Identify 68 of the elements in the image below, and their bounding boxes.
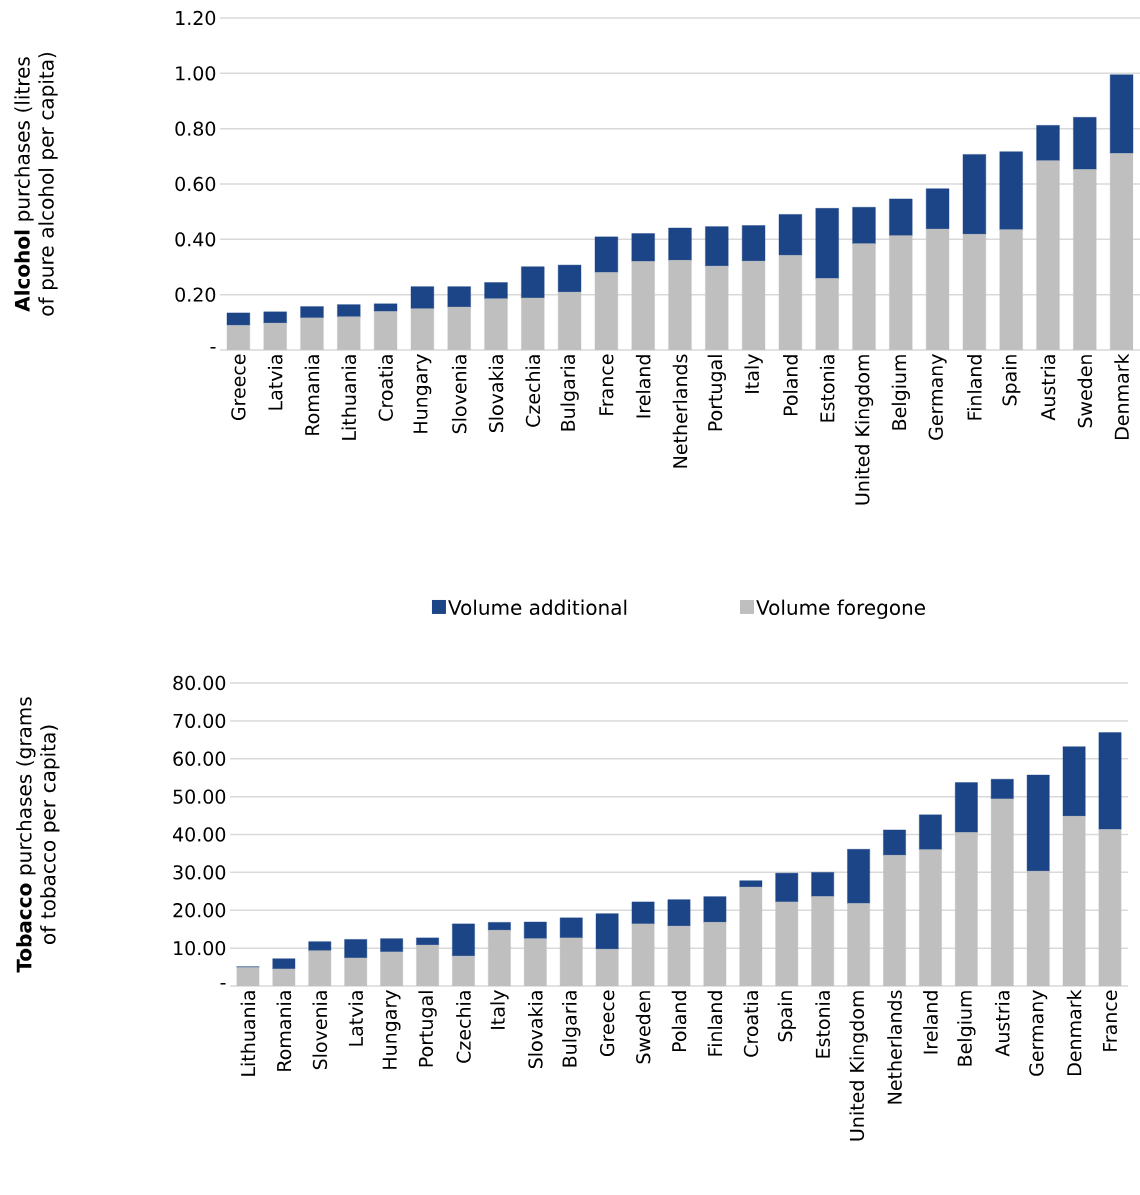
- x-tick-label: France: [599, 354, 614, 415]
- x-tick-label: Portugal: [707, 355, 726, 431]
- y-tick-label: 1.20: [176, 10, 216, 26]
- x-tick-label: Bulgaria: [562, 991, 581, 1067]
- y-tick-label: 40.00: [173, 827, 226, 842]
- y-tick-label: -: [220, 983, 226, 985]
- y-tick-label: 20.00: [173, 903, 226, 918]
- x-tick-label: Finland: [967, 355, 982, 420]
- x-tick-label: Belgium: [891, 355, 910, 430]
- x-tick-label: Bulgaria: [560, 355, 579, 431]
- y-tick-label: 0.60: [175, 176, 216, 192]
- y-tick-label: 60.00: [173, 751, 226, 766]
- x-tick-label: Germany: [928, 354, 947, 440]
- y-tick-label: -: [210, 347, 216, 349]
- y-tick-label: 0.80: [175, 121, 216, 136]
- x-tick-label: Romania: [276, 991, 292, 1071]
- x-tick-label: Ireland: [635, 355, 651, 418]
- x-tick-label: Czechia: [456, 991, 471, 1063]
- x-tick-label: Greece: [599, 990, 615, 1057]
- x-tick-label: United Kingdom: [849, 991, 868, 1141]
- x-tick-label: Slovakia: [527, 991, 543, 1069]
- x-tick-label: Slovenia: [312, 991, 328, 1070]
- y-tick-label: 1.00: [176, 66, 216, 81]
- x-tick-label: Austria: [994, 991, 1010, 1057]
- x-tick-label: United Kingdom: [854, 355, 874, 505]
- x-tick-label: Ireland: [923, 991, 938, 1054]
- x-tick-label: Netherlands: [672, 354, 688, 468]
- y-tick-label: 0.40: [175, 232, 216, 247]
- x-tick-label: Denmark: [1114, 353, 1129, 439]
- x-tick-label: Croatia: [743, 991, 759, 1057]
- x-tick-label: Estonia: [819, 355, 835, 422]
- x-tick-label: Latvia: [348, 991, 364, 1046]
- x-tick-label: Spain: [777, 991, 796, 1042]
- x-tick-label: Croatia: [378, 355, 393, 421]
- x-tick-label: Italy: [744, 354, 763, 393]
- x-tick-label: Portugal: [418, 991, 437, 1067]
- x-tick-label: Denmark: [1066, 989, 1082, 1075]
- y-tick-label: 50.00: [173, 789, 226, 804]
- x-tick-label: Poland: [783, 355, 798, 416]
- y-tick-label: 30.00: [173, 865, 226, 880]
- x-tick-label: France: [1102, 990, 1118, 1051]
- x-tick-label: Italy: [490, 990, 509, 1029]
- legend-label: Volume foregone: [756, 599, 925, 619]
- x-tick-label: Sweden: [1077, 355, 1093, 428]
- x-tick-label: Hungary: [413, 354, 432, 433]
- x-tick-label: Greece: [231, 354, 246, 421]
- x-tick-label: Latvia: [267, 355, 283, 410]
- x-tick-label: Lithuania: [240, 991, 256, 1076]
- x-tick-label: Estonia: [815, 991, 831, 1058]
- y-tick-label: 0.20: [175, 287, 216, 302]
- y-tick-label: 80.00: [173, 675, 226, 691]
- x-tick-label: Germany: [1029, 990, 1048, 1076]
- x-tick-label: Czechia: [525, 355, 541, 427]
- x-tick-label: Belgium: [957, 991, 976, 1066]
- x-tick-label: Netherlands: [887, 990, 902, 1104]
- x-tick-label: Romania: [304, 355, 320, 435]
- x-tick-label: Sweden: [635, 991, 651, 1064]
- x-tick-label: Austria: [1040, 355, 1056, 421]
- x-tick-label: Poland: [671, 991, 687, 1052]
- x-tick-label: Slovakia: [488, 355, 504, 433]
- x-tick-label: Spain: [1002, 355, 1021, 406]
- x-tick-label: Slovenia: [451, 355, 467, 434]
- x-tick-label: Hungary: [382, 990, 401, 1069]
- y-tick-label: 70.00: [173, 713, 226, 729]
- x-tick-label: Finland: [707, 991, 723, 1056]
- y-tick-label: 10.00: [174, 940, 226, 956]
- legend-label: Volume additional: [448, 599, 627, 616]
- x-tick-label: Lithuania: [341, 355, 357, 440]
